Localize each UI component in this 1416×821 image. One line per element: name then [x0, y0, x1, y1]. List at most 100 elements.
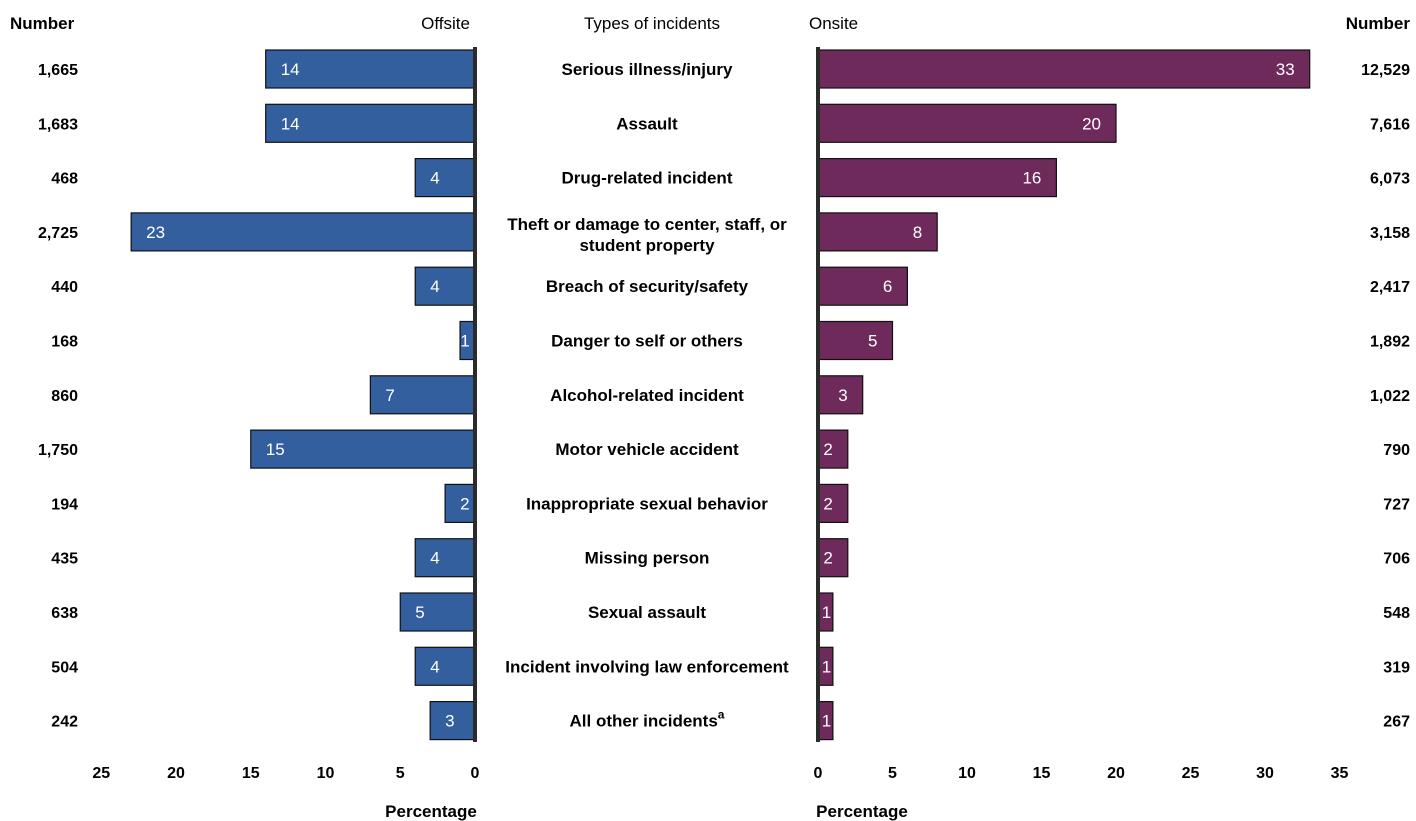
offsite-data-label: 23 [146, 223, 165, 242]
onsite-number: 12,529 [1361, 62, 1410, 79]
category-label: Missing person [585, 549, 710, 568]
category-label: Inappropriate sexual behavior [526, 494, 768, 513]
offsite-bar [265, 103, 476, 143]
onsite-tick-label: 25 [1182, 765, 1200, 782]
offsite-number: 440 [51, 279, 78, 296]
onsite-number: 319 [1383, 659, 1410, 676]
category-labels: Serious illness/injury Assault Drug-relate… [505, 60, 789, 731]
offsite-data-label: 4 [430, 657, 439, 676]
onsite-number: 6,073 [1370, 171, 1410, 188]
onsite-bars: 33 20 16 8 6 5 3 2 2 2 1 1 1 [817, 49, 1311, 741]
onsite-bar [817, 320, 894, 361]
onsite-tick-label: 20 [1107, 765, 1125, 782]
onsite-number: 548 [1383, 605, 1410, 622]
offsite-data-label: 1 [460, 332, 469, 351]
onsite-data-label: 2 [823, 440, 832, 459]
offsite-tick-label: 25 [92, 765, 110, 782]
offsite-data-label: 4 [430, 169, 439, 188]
onsite-tick-label: 10 [958, 765, 976, 782]
offsite-bar [130, 212, 476, 252]
offsite-bar [429, 700, 476, 741]
category-label: Assault [616, 114, 678, 133]
category-label: Motor vehicle accident [555, 440, 739, 459]
onsite-number: 1,892 [1370, 334, 1410, 351]
offsite-number: 468 [51, 171, 78, 188]
offsite-bar [444, 483, 476, 523]
onsite-data-label: 5 [868, 332, 877, 351]
offsite-bar [414, 646, 476, 686]
onsite-number: 790 [1383, 442, 1410, 459]
onsite-number: 267 [1383, 714, 1410, 731]
category-footnote-mark: a [718, 708, 725, 722]
onsite-tick-label: 5 [888, 765, 897, 782]
offsite-number: 242 [51, 714, 78, 731]
onsite-bar [817, 212, 938, 252]
onsite-data-label: 1 [822, 712, 831, 731]
offsite-tick-label: 5 [396, 765, 405, 782]
category-label: Alcohol-related incident [550, 386, 744, 405]
offsite-data-label: 5 [415, 603, 424, 622]
offsite-tick-label: 0 [471, 765, 480, 782]
offsite-data-label: 4 [430, 277, 439, 296]
offsite-bar [369, 375, 476, 415]
offsite-data-label: 2 [460, 494, 469, 513]
offsite-number: 638 [51, 605, 78, 622]
offsite-number: 504 [51, 659, 78, 676]
onsite-number: 7,616 [1370, 116, 1410, 133]
offsite-data-label: 3 [445, 712, 454, 731]
left-x-axis-label: Percentage [385, 802, 477, 821]
offsite-zero-axis [473, 47, 477, 742]
category-label: Incident involving law enforcement [505, 657, 789, 676]
category-label: All other incidentsa [570, 708, 725, 731]
offsite-bar [414, 158, 476, 198]
onsite-number: 706 [1383, 551, 1410, 568]
onsite-data-label: 33 [1276, 60, 1295, 79]
onsite-bar [817, 266, 909, 306]
onsite-bar [817, 158, 1057, 198]
offsite-bar [265, 49, 476, 89]
onsite-data-label: 2 [823, 549, 832, 568]
offsite-number: 1,750 [38, 442, 78, 459]
offsite-numbers: 1,665 1,683 468 2,725 440 168 860 1,750 194 435 63… [38, 62, 78, 731]
offsite-data-label: 7 [385, 386, 394, 405]
types-header: Types of incidents [584, 14, 720, 33]
offsite-number: 2,725 [38, 225, 78, 242]
category-label: Serious illness/injury [561, 60, 733, 79]
onsite-data-label: 2 [823, 494, 832, 513]
axes: 25 20 15 10 5 0 0 5 10 15 20 25 30 35 [92, 47, 1349, 782]
onsite-bar [817, 103, 1117, 143]
onsite-tick-label: 30 [1256, 765, 1274, 782]
right-x-axis-label: Percentage [816, 802, 908, 821]
offsite-bar [250, 429, 476, 469]
offsite-number: 860 [51, 388, 78, 405]
onsite-zero-axis [816, 47, 820, 742]
onsite-tick-label: 15 [1033, 765, 1051, 782]
offsite-tick-label: 15 [242, 765, 260, 782]
offsite-number: 168 [51, 334, 78, 351]
category-label: Drug-related incident [562, 169, 733, 188]
offsite-data-label: 14 [281, 114, 300, 133]
onsite-data-label: 20 [1082, 114, 1101, 133]
category-label: Danger to self or others [551, 332, 743, 351]
right-number-header: Number [1346, 14, 1411, 33]
onsite-header: Onsite [809, 14, 858, 33]
onsite-bar [817, 49, 1311, 89]
offsite-number: 1,683 [38, 116, 78, 133]
onsite-tick-label: 0 [814, 765, 823, 782]
onsite-numbers: 12,529 7,616 6,073 3,158 2,417 1,892 1,022 790 7… [1361, 62, 1410, 731]
offsite-data-label: 15 [266, 440, 285, 459]
onsite-data-label: 16 [1022, 169, 1041, 188]
onsite-number: 1,022 [1370, 388, 1410, 405]
onsite-data-label: 8 [913, 223, 922, 242]
onsite-tick-label: 35 [1331, 765, 1349, 782]
onsite-data-label: 6 [883, 277, 892, 296]
onsite-number: 727 [1383, 496, 1410, 513]
category-label: Theft or damage to center, staff, or stud… [507, 215, 787, 255]
offsite-bar [399, 592, 476, 632]
offsite-data-label: 14 [281, 60, 300, 79]
onsite-number: 2,417 [1370, 279, 1410, 296]
offsite-tick-label: 10 [317, 765, 335, 782]
onsite-data-label: 1 [822, 657, 831, 676]
offsite-number: 435 [51, 551, 78, 568]
